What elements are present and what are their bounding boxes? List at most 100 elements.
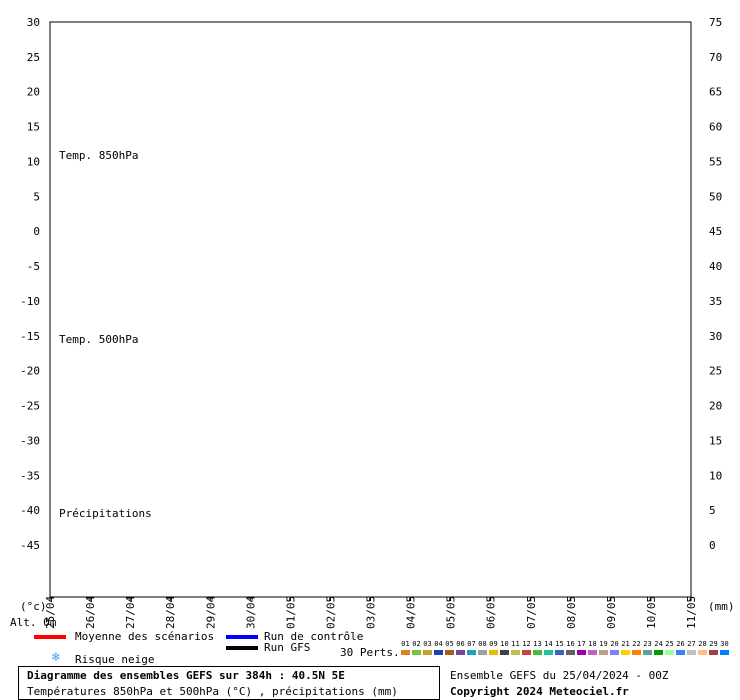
perturbation-number: 21 (621, 640, 630, 648)
x-tick-label: 27/04 (124, 596, 137, 629)
perturbation-number: 02 (412, 640, 421, 648)
perturbation-swatch (511, 650, 520, 655)
snow-legend-label: Risque neige (75, 653, 155, 666)
perturbation-swatch (434, 650, 443, 655)
label-precip: Précipitations (59, 507, 152, 520)
x-tick-label: 11/05 (685, 596, 698, 629)
perturbation-swatch (709, 650, 718, 655)
altitude-label: Alt. 0m (10, 616, 57, 629)
x-tick-label: 28/04 (164, 596, 177, 629)
perturbation-number: 23 (643, 640, 652, 648)
perturbation-number: 18 (588, 640, 597, 648)
right-tick-label: 5 (709, 504, 716, 517)
x-tick-label: 04/05 (405, 596, 418, 629)
perturbation-swatch (533, 650, 542, 655)
left-tick-label: -5 (27, 260, 40, 273)
snowflake-icon: ❄ (52, 650, 60, 665)
label-t850: Temp. 850hPa (59, 149, 139, 162)
perturbation-number: 05 (445, 640, 454, 648)
control-legend-label: Run de contrôle (264, 630, 364, 643)
right-unit-label: (mm) (708, 600, 735, 613)
perturbation-swatch (478, 650, 487, 655)
x-tick-label: 01/05 (284, 596, 297, 629)
x-tick-label: 03/05 (365, 596, 378, 629)
perturbation-number: 07 (467, 640, 476, 648)
copyright: Copyright 2024 Meteociel.fr (450, 685, 629, 698)
x-tick-label: 09/05 (605, 596, 618, 629)
left-tick-label: 25 (27, 51, 40, 64)
perturbations-label: 30 Perts. (340, 646, 400, 659)
left-tick-label: 15 (27, 121, 40, 134)
gfs-legend-label: Run GFS (264, 641, 311, 654)
right-tick-label: 30 (709, 330, 722, 343)
perturbation-swatch (599, 650, 608, 655)
perturbation-swatch (423, 650, 432, 655)
perturbation-legend: 01 02 03 04 05 06 07 08 09 10 11 12 13 14 15 16 17 18 19 20… (400, 640, 730, 660)
plot-frame (49, 21, 692, 598)
right-tick-label: 35 (709, 295, 722, 308)
perturbation-swatch (544, 650, 553, 655)
perturbation-swatch (720, 650, 729, 655)
perturbation-swatch (401, 650, 410, 655)
left-tick-label: 10 (27, 155, 40, 168)
left-tick-label: -45 (20, 539, 40, 552)
left-tick-label: 30 (27, 16, 40, 29)
x-tick-label: 08/05 (565, 596, 578, 629)
right-tick-label: 75 (709, 16, 722, 29)
perturbation-swatch (654, 650, 663, 655)
left-tick-label: 20 (27, 86, 40, 99)
perturbation-swatch (676, 650, 685, 655)
perturbation-number: 30 (720, 640, 729, 648)
right-tick-label: 60 (709, 121, 722, 134)
left-tick-label: -15 (20, 330, 40, 343)
perturbation-number: 12 (522, 640, 531, 648)
perturbation-swatch (555, 650, 564, 655)
x-tick-label: 07/05 (525, 596, 538, 629)
right-tick-label: 65 (709, 86, 722, 99)
perturbation-swatch (412, 650, 421, 655)
perturbation-swatch (566, 650, 575, 655)
perturbation-swatch (632, 650, 641, 655)
right-tick-label: 50 (709, 190, 722, 203)
perturbation-swatch (621, 650, 630, 655)
x-tick-label: 10/05 (645, 596, 658, 629)
right-tick-label: 20 (709, 400, 722, 413)
x-tick-label: 25/04 (44, 596, 57, 629)
perturbation-number: 16 (566, 640, 575, 648)
perturbation-swatch (665, 650, 674, 655)
perturbation-number: 20 (610, 640, 619, 648)
perturbation-number: 14 (544, 640, 553, 648)
footer-title: Diagramme des ensembles GEFS sur 384h : … (27, 669, 345, 682)
perturbation-swatch (500, 650, 509, 655)
x-tick-label: 30/04 (244, 596, 257, 629)
right-tick-label: 55 (709, 155, 722, 168)
perturbation-number: 22 (632, 640, 641, 648)
perturbation-number: 13 (533, 640, 542, 648)
perturbation-number: 15 (555, 640, 564, 648)
perturbation-swatch (467, 650, 476, 655)
right-tick-label: 45 (709, 225, 722, 238)
perturbation-number: 24 (654, 640, 663, 648)
perturbation-number: 08 (478, 640, 487, 648)
footer-box: Diagramme des ensembles GEFS sur 384h : … (18, 666, 440, 700)
footer-subtitle: Températures 850hPa et 500hPa (°C) , pré… (27, 685, 398, 698)
right-tick-label: 70 (709, 51, 722, 64)
perturbation-number: 06 (456, 640, 465, 648)
perturbation-number: 19 (599, 640, 608, 648)
left-tick-label: -35 (20, 469, 40, 482)
axes (49, 21, 692, 601)
perturbation-number: 09 (489, 640, 498, 648)
gfs-legend-swatch (226, 646, 258, 650)
x-tick-label: 29/04 (204, 596, 217, 629)
perturbation-swatch (687, 650, 696, 655)
perturbation-swatch (445, 650, 454, 655)
perturbation-number: 29 (709, 640, 718, 648)
perturbation-swatch (588, 650, 597, 655)
left-tick-label: -25 (20, 400, 40, 413)
perturbation-swatch (577, 650, 586, 655)
perturbation-number: 10 (500, 640, 509, 648)
perturbation-number: 26 (676, 640, 685, 648)
x-tick-label: 06/05 (485, 596, 498, 629)
left-tick-label: -10 (20, 295, 40, 308)
